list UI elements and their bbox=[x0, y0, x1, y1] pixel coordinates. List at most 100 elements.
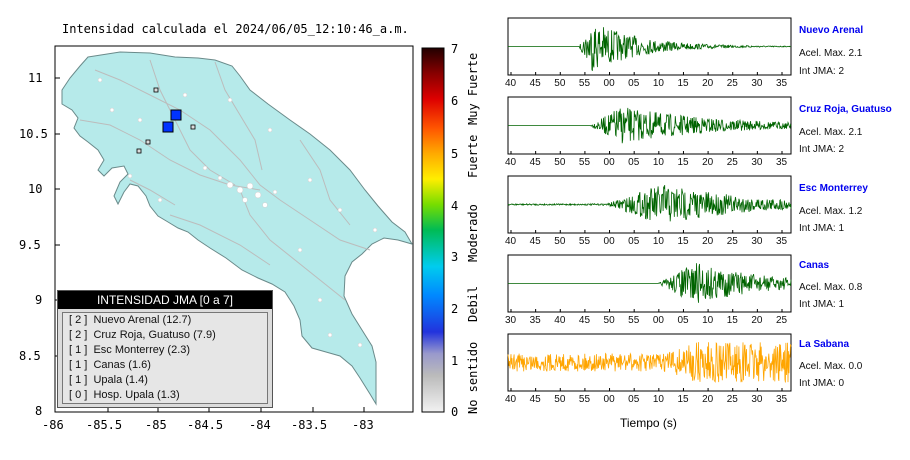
seismogram-tick-label: 55 bbox=[578, 157, 591, 168]
seismogram-tick-label: 05 bbox=[628, 157, 640, 168]
station-int: Int JMA: 1 bbox=[799, 299, 845, 310]
seismogram-tick-label: 15 bbox=[726, 315, 738, 326]
seismogram-tick-label: 20 bbox=[702, 236, 714, 247]
lon-tick: -83 bbox=[352, 418, 374, 432]
seismogram-tick-label: 45 bbox=[578, 315, 591, 326]
colorbar-value: 1 bbox=[451, 354, 459, 368]
seismogram-tick-label: 20 bbox=[702, 157, 714, 168]
station-int: Int JMA: 2 bbox=[799, 66, 845, 77]
legend-item: [ 1 ] Upala (1.4) bbox=[69, 374, 148, 386]
seismogram-trace bbox=[508, 27, 791, 71]
seismogram-tick-label: 30 bbox=[751, 78, 763, 89]
seismogram-tick-label: 25 bbox=[726, 236, 738, 247]
station-name-esc-monterrey: Esc Monterrey bbox=[799, 183, 868, 194]
legend-item: [ 1 ] Esc Monterrey (2.3) bbox=[69, 344, 191, 356]
station-marker-small bbox=[190, 124, 196, 130]
station-marker-cruz-roja bbox=[162, 121, 174, 133]
seismogram-tick-label: 30 bbox=[751, 157, 763, 168]
seismogram-tick-label: 50 bbox=[554, 394, 566, 405]
seismogram-tick-label: 50 bbox=[554, 78, 566, 89]
seismogram-tick-label: 20 bbox=[702, 78, 714, 89]
seismogram-tick-label: 45 bbox=[529, 78, 541, 89]
lon-tick: -86 bbox=[42, 418, 64, 432]
seismogram-tick-label: 00 bbox=[603, 394, 615, 405]
seismogram-trace bbox=[507, 342, 792, 383]
seismogram-trace bbox=[507, 184, 792, 222]
seismogram-trace bbox=[508, 263, 792, 303]
seismogram-tick-label: 45 bbox=[529, 236, 541, 247]
seismogram-tick-label: 25 bbox=[726, 394, 738, 405]
time-axis-label: Tiempo (s) bbox=[620, 416, 677, 430]
seismogram-tick-label: 40 bbox=[505, 394, 517, 405]
station-marker-small bbox=[153, 87, 159, 93]
colorbar-value: 7 bbox=[451, 42, 459, 56]
seismogram-tick-label: 00 bbox=[603, 78, 615, 89]
legend-item: [ 0 ] Hosp. Upala (1.3) bbox=[69, 389, 180, 401]
lat-tick: 8 bbox=[35, 404, 43, 418]
seismogram-tick-label: 50 bbox=[603, 315, 615, 326]
seismogram-tick-label: 05 bbox=[628, 236, 640, 247]
lat-tick: 11 bbox=[28, 71, 43, 85]
station-acel: Acel. Max. 0.0 bbox=[799, 361, 863, 372]
seismogram-tick-label: 35 bbox=[776, 157, 788, 168]
lon-tick: -84.5 bbox=[187, 418, 224, 432]
lon-tick: -85.5 bbox=[86, 418, 123, 432]
seismogram-tick-label: 25 bbox=[726, 157, 738, 168]
seismogram-tick-label: 25 bbox=[726, 78, 738, 89]
station-int: Int JMA: 1 bbox=[799, 223, 845, 234]
station-acel: Acel. Max. 1.2 bbox=[799, 206, 863, 217]
seismogram-tick-label: 15 bbox=[677, 78, 689, 89]
legend-title: INTENSIDAD JMA [0 a 7] bbox=[58, 291, 272, 309]
lon-tick: -84 bbox=[249, 418, 271, 432]
station-name-cruz-roja: Cruz Roja, Guatuso bbox=[799, 104, 892, 115]
seismogram-tick-label: 05 bbox=[628, 78, 640, 89]
seismogram-tick-label: 55 bbox=[578, 236, 591, 247]
colorbar-value: 3 bbox=[451, 250, 459, 264]
seismogram-tick-label: 30 bbox=[751, 236, 763, 247]
seismogram-tick-label: 15 bbox=[677, 394, 689, 405]
colorbar-value: 4 bbox=[451, 199, 459, 213]
colorbar-value: 2 bbox=[451, 302, 459, 316]
seismogram-tick-label: 35 bbox=[776, 394, 788, 405]
seismogram-tick-label: 40 bbox=[505, 157, 517, 168]
seismogram-tick-label: 10 bbox=[702, 315, 714, 326]
lat-tick: 8.5 bbox=[19, 349, 41, 363]
seismogram-tick-label: 05 bbox=[677, 315, 689, 326]
seismogram-tick-label: 10 bbox=[652, 394, 664, 405]
seismogram-tick-label: 55 bbox=[578, 78, 591, 89]
seismogram-tick-label: 45 bbox=[529, 157, 541, 168]
colorbar-value: 0 bbox=[451, 405, 459, 419]
lat-tick: 9.5 bbox=[19, 238, 41, 252]
colorbar-value: 5 bbox=[451, 147, 459, 161]
colorbar-value: 6 bbox=[451, 94, 459, 108]
intensity-legend: INTENSIDAD JMA [0 a 7] [ 2 ] Nuevo Arena… bbox=[57, 290, 273, 408]
seismogram-tick-label: 00 bbox=[603, 236, 615, 247]
seismogram-tick-label: 05 bbox=[628, 394, 640, 405]
map-title: Intensidad calculada el 2024/06/05_12:10… bbox=[62, 22, 409, 36]
station-acel: Acel. Max. 2.1 bbox=[799, 48, 863, 59]
legend-list: [ 2 ] Nuevo Arenal (12.7) [ 2 ] Cruz Roj… bbox=[62, 312, 268, 404]
legend-item: [ 2 ] Nuevo Arenal (12.7) bbox=[69, 314, 192, 326]
seismogram-tick-label: 25 bbox=[776, 315, 788, 326]
seismogram-tick-label: 00 bbox=[652, 315, 664, 326]
seismogram-tick-label: 40 bbox=[554, 315, 566, 326]
seismogram-tick-label: 10 bbox=[652, 236, 664, 247]
seismogram-tick-label: 55 bbox=[628, 315, 640, 326]
seismogram-tick-label: 20 bbox=[702, 394, 714, 405]
seismogram-tick-label: 15 bbox=[677, 236, 689, 247]
station-name-la-sabana: La Sabana bbox=[799, 339, 850, 350]
seismogram-tick-label: 15 bbox=[677, 157, 689, 168]
station-marker-small bbox=[145, 139, 151, 145]
station-marker-small bbox=[136, 148, 142, 154]
seismogram-tick-label: 40 bbox=[505, 78, 517, 89]
legend-item: [ 1 ] Canas (1.6) bbox=[69, 359, 151, 371]
seismogram-tick-label: 10 bbox=[652, 78, 664, 89]
seismogram-tick-label: 00 bbox=[603, 157, 615, 168]
station-acel: Acel. Max. 0.8 bbox=[799, 282, 863, 293]
lon-tick: -85 bbox=[145, 418, 167, 432]
seismogram-tick-label: 20 bbox=[751, 315, 763, 326]
seismogram-tick-label: 35 bbox=[776, 78, 788, 89]
station-name-canas: Canas bbox=[799, 260, 830, 271]
legend-item: [ 2 ] Cruz Roja, Guatuso (7.9) bbox=[69, 329, 216, 341]
